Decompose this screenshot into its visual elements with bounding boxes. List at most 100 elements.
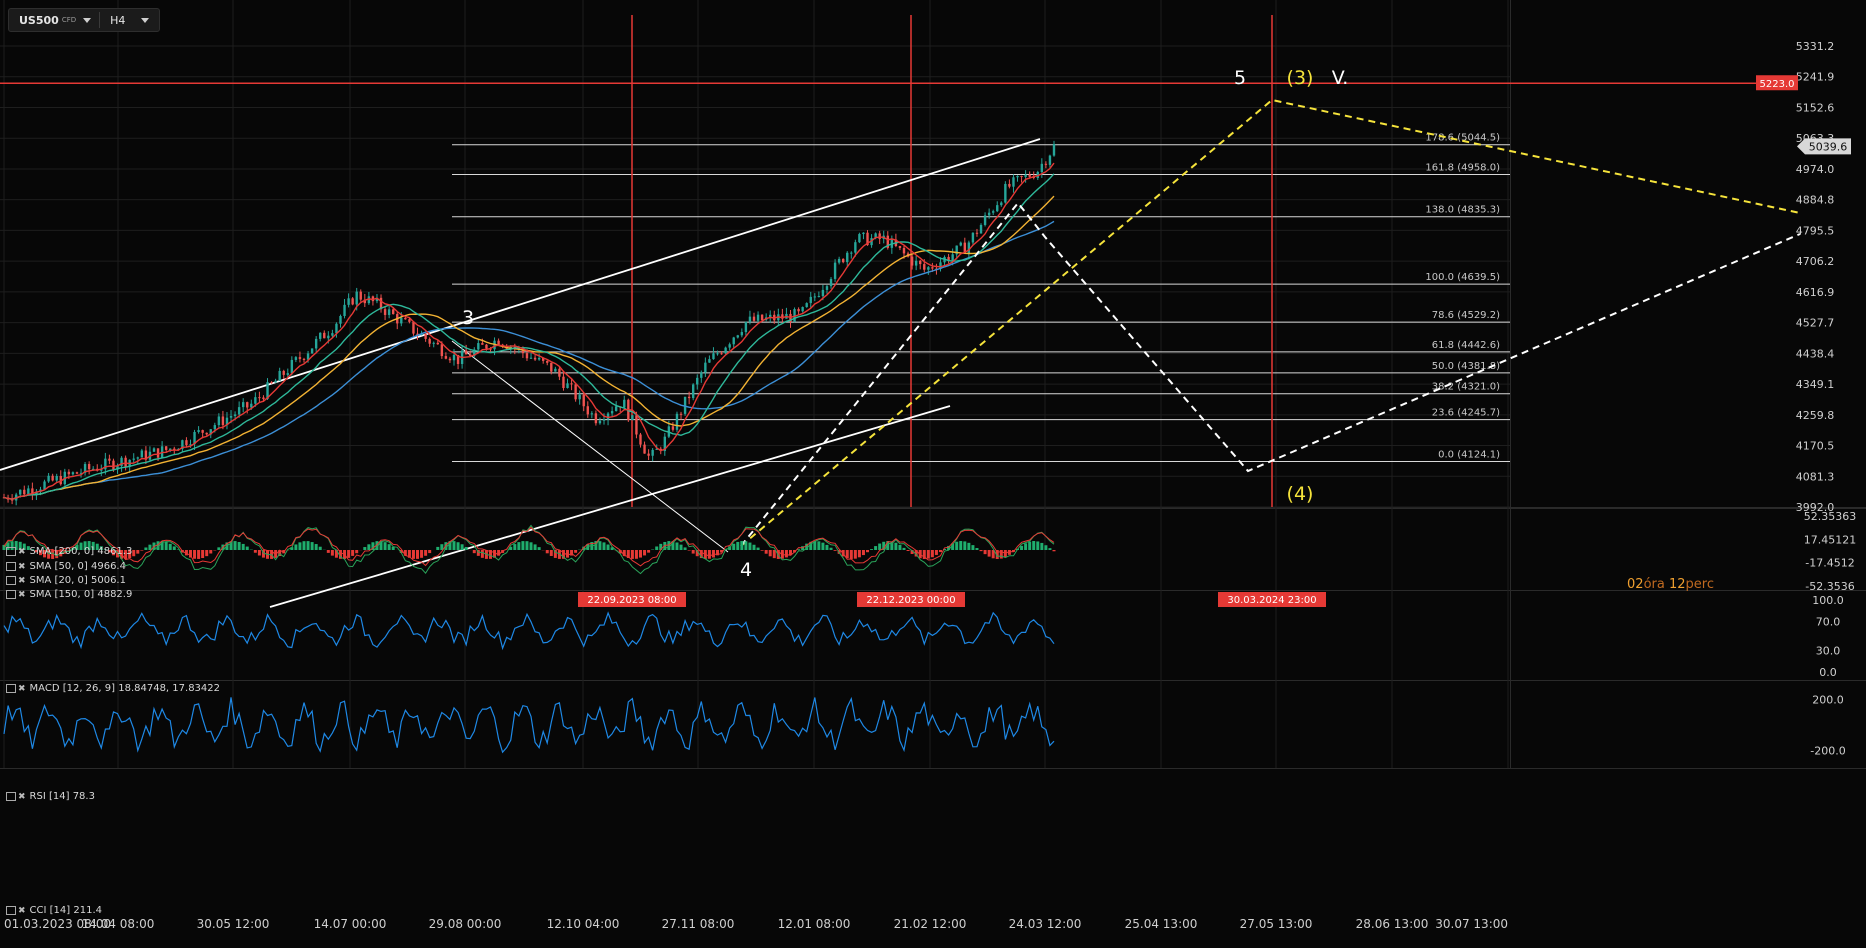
fib-level-label: 178.6 (5044.5) (1425, 133, 1500, 144)
macd-histogram-bar (168, 543, 172, 550)
eye-icon[interactable] (6, 590, 16, 599)
close-icon[interactable]: ✖ (18, 561, 26, 572)
price-tick-label: 5331.2 (1796, 40, 1835, 53)
symbol-selector[interactable]: US500 CFD (9, 9, 99, 31)
x-tick-label: 24.03 12:00 (1009, 917, 1082, 931)
candle-body (862, 232, 865, 235)
macd-histogram-bar (302, 541, 306, 550)
candle-body (367, 296, 371, 304)
candle-body (679, 413, 683, 415)
macd-histogram-bar (290, 547, 294, 550)
candle-body (696, 377, 699, 385)
candle-body (817, 296, 821, 298)
eye-icon[interactable] (6, 576, 16, 585)
indicator-legend-macd[interactable]: ✖ MACD [12, 26, 9] 18.84748, 17.83422 (6, 683, 220, 694)
chevron-down-icon (141, 17, 150, 23)
candle-body (408, 319, 411, 322)
macd-histogram-bar (667, 541, 671, 550)
candle-body (841, 258, 845, 263)
eye-icon[interactable] (6, 562, 16, 571)
candle-body (525, 353, 529, 359)
candle-body (83, 464, 87, 473)
candle-body (959, 242, 962, 246)
macd-histogram-bar (825, 544, 829, 550)
macd-histogram-bar (124, 550, 128, 559)
macd-histogram-bar (379, 541, 383, 550)
eye-icon[interactable] (6, 684, 16, 693)
candle-body (1012, 177, 1015, 187)
candle-body (537, 357, 541, 360)
close-icon[interactable]: ✖ (18, 546, 26, 557)
candle-body (1000, 202, 1003, 206)
macd-histogram-bar (18, 541, 22, 550)
sma-50-line (3, 173, 1055, 500)
indicator-legend-cci[interactable]: ✖ CCI [14] 211.4 (6, 905, 102, 916)
candle-body (631, 415, 634, 421)
macd-histogram-bar (245, 546, 249, 550)
indicator-legend-sma50[interactable]: ✖ SMA [50, 0] 4966.4 (6, 561, 126, 572)
macd-histogram-bar (902, 547, 906, 550)
candle-body (675, 413, 679, 430)
macd-histogram-bar (788, 550, 792, 556)
macd-histogram-bar (1020, 545, 1024, 550)
fib-level-label: 100.0 (4639.5) (1425, 272, 1500, 283)
candle-body (266, 382, 269, 399)
date-marker-badge (857, 592, 965, 607)
candle-body (193, 431, 196, 445)
candle-body (1032, 176, 1035, 178)
x-tick-label: 12.01 08:00 (778, 917, 851, 931)
indicator-legend-sma200[interactable]: ✖ SMA [200, 0] 4861.3 (6, 546, 132, 557)
candle-body (469, 354, 472, 356)
macd-histogram-bar (1028, 541, 1032, 550)
candle-body (554, 368, 557, 372)
macd-histogram-bar (1024, 543, 1028, 550)
eye-icon[interactable] (6, 792, 16, 801)
candle-body (144, 450, 148, 460)
candle-body (27, 488, 30, 495)
indicator-legend-sma150[interactable]: ✖ SMA [150, 0] 4882.9 (6, 589, 132, 600)
candle-body (829, 278, 833, 287)
macd-histogram-bar (456, 542, 460, 550)
indicator-legend-sma20[interactable]: ✖ SMA [20, 0] 5006.1 (6, 575, 126, 586)
macd-tick-label: 17.45121 (1804, 533, 1857, 546)
macd-histogram-bar (172, 546, 176, 550)
macd-histogram-bar (95, 543, 99, 550)
indicator-legend-rsi[interactable]: ✖ RSI [14] 78.3 (6, 791, 95, 802)
close-icon[interactable]: ✖ (18, 575, 26, 586)
candle-body (724, 347, 727, 354)
macd-histogram-bar (140, 550, 144, 551)
macd-histogram-bar (205, 550, 209, 557)
candle-body (10, 499, 14, 501)
panel-divider (0, 768, 1866, 769)
macd-histogram-bar (983, 550, 987, 555)
macd-histogram-bar (51, 550, 55, 559)
close-icon[interactable]: ✖ (18, 791, 26, 802)
macd-histogram-bar (10, 541, 14, 550)
wave-label: 4 (740, 559, 752, 581)
macd-histogram-bar (26, 546, 30, 550)
eye-icon[interactable] (6, 906, 16, 915)
candle-body (75, 472, 79, 474)
macd-histogram-bar (861, 550, 865, 556)
eye-icon[interactable] (6, 547, 16, 556)
macd-histogram-bar (253, 550, 257, 553)
indicator-value: 4966.4 (90, 561, 126, 572)
timeframe-selector[interactable]: H4 (100, 9, 159, 31)
candle-body (189, 444, 192, 446)
close-icon[interactable]: ✖ (18, 905, 26, 916)
candle-body (35, 491, 38, 495)
close-icon[interactable]: ✖ (18, 683, 26, 694)
macd-histogram-bar (602, 542, 606, 550)
sma-200-line (3, 220, 1055, 500)
candle-body (19, 489, 22, 495)
macd-histogram-bar (416, 550, 420, 559)
wave-line (451, 340, 729, 553)
macd-histogram-bar (318, 546, 322, 550)
candle-body (594, 413, 598, 424)
macd-histogram-bar (1048, 548, 1052, 550)
candle-body (541, 357, 545, 361)
macd-histogram-bar (257, 550, 261, 556)
macd-histogram-bar (209, 550, 213, 554)
close-icon[interactable]: ✖ (18, 589, 26, 600)
